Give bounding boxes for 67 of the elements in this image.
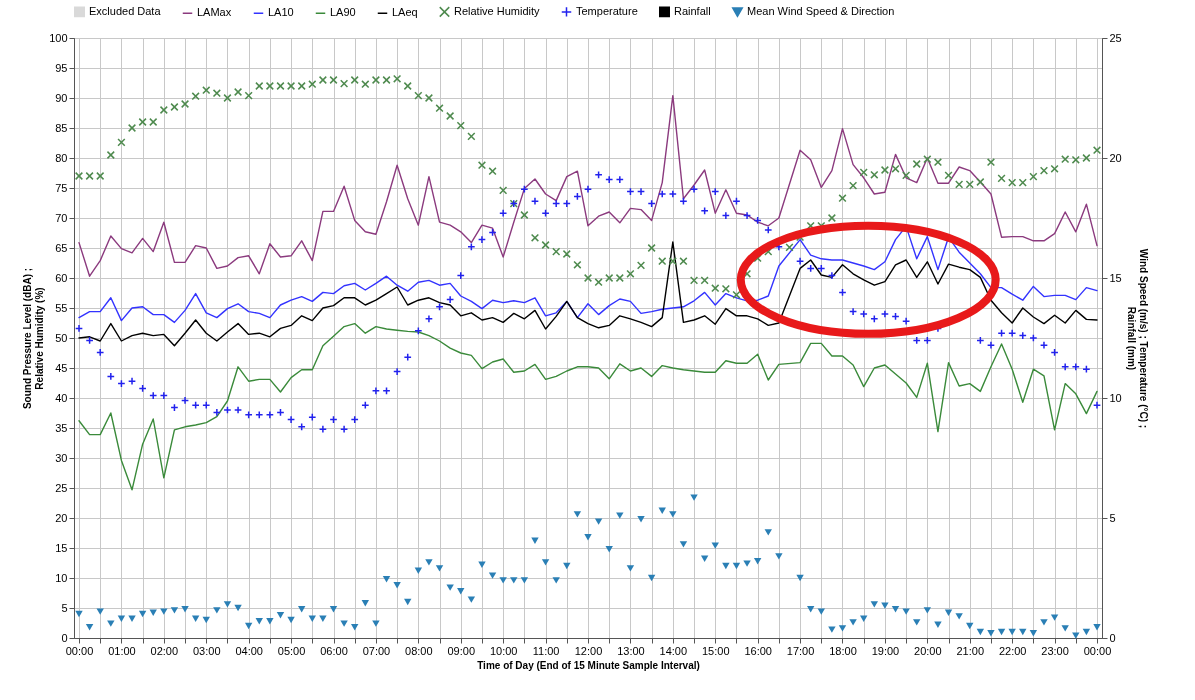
y-tick-label: 85	[55, 121, 68, 134]
y2-tick-label: 5	[1109, 511, 1116, 524]
y-tick-label: 35	[55, 421, 68, 434]
x-tick-label: 03:00	[192, 644, 221, 657]
line-series	[78, 241, 1098, 347]
legend-label: LAMax	[197, 6, 232, 19]
y-tick-label: 0	[61, 631, 68, 644]
line-series	[78, 322, 1098, 491]
y-tick-label: 75	[55, 181, 68, 194]
line-series	[78, 94, 1098, 277]
legend-label: Relative Humidity	[454, 4, 541, 17]
y2-tick-label: 15	[1109, 271, 1122, 284]
y-tick-label: 65	[55, 241, 68, 254]
x-tick-label: 06:00	[320, 644, 348, 657]
x-tick-label: 18:00	[829, 644, 857, 657]
y2-tick-label: 20	[1109, 151, 1122, 164]
legend-label: LAeq	[392, 6, 418, 19]
legend-label: LA10	[268, 6, 294, 19]
y-tick-label: 5	[61, 601, 68, 614]
x-tick-label: 16:00	[744, 644, 772, 657]
x-tick-label: 10:00	[489, 644, 518, 657]
y-tick-label: 25	[55, 481, 68, 494]
x-tick-label: 12:00	[574, 644, 603, 657]
x-tick-label: 23:00	[1041, 644, 1069, 657]
x-tick-label: 22:00	[998, 644, 1027, 657]
y-tick-label: 55	[55, 301, 68, 314]
x-tick-label: 11:00	[532, 644, 560, 657]
y-tick-label: 90	[55, 91, 68, 104]
x-tick-label: 07:00	[362, 644, 391, 657]
y2-tick-label: 25	[1109, 31, 1122, 44]
y-tick-label: 20	[55, 511, 68, 524]
legend-label: Excluded Data	[89, 4, 162, 17]
y2-tick-label: 10	[1109, 391, 1122, 404]
legend-label: Rainfall	[674, 4, 711, 17]
legend-label: Mean Wind Speed & Direction	[747, 5, 895, 18]
y2-axis-title: Wind Speed (m/s) ; Temperature (°C) ; Rainfall (mm)	[1125, 248, 1149, 429]
x-tick-label: 08:00	[405, 644, 433, 657]
x-tick-label: 19:00	[871, 644, 900, 657]
x-tick-label: 04:00	[235, 644, 263, 657]
y2-tick-label: 0	[1109, 631, 1116, 644]
x-tick-label: 15:00	[701, 644, 730, 657]
y-tick-label: 100	[49, 31, 68, 44]
x-tick-label: 21:00	[956, 644, 985, 657]
x-tick-label: 00:00	[1083, 644, 1112, 657]
y-tick-label: 95	[55, 61, 68, 74]
x-tick-label: 20:00	[914, 644, 942, 657]
x-tick-label: 05:00	[277, 644, 306, 657]
y-tick-label: 80	[55, 151, 68, 164]
legend-label: Temperature	[576, 4, 638, 17]
x-tick-label: 14:00	[659, 644, 688, 657]
x-axis-title: Time of Day (End of 15 Minute Sample Interval)	[477, 659, 700, 671]
y-tick-label: 50	[55, 331, 68, 344]
x-tick-label: 09:00	[447, 644, 476, 657]
x-tick-label: 13:00	[617, 644, 645, 657]
x-tick-label: 00:00	[65, 644, 94, 657]
y-tick-label: 45	[55, 361, 68, 374]
y-tick-label: 15	[55, 541, 68, 554]
y-tick-label: 70	[55, 211, 68, 224]
y-tick-label: 10	[55, 571, 68, 584]
y-axis-title: Sound Pressure Level (dBA) ; Relative Humidity (%)	[22, 267, 46, 410]
x-tick-label: 02:00	[150, 644, 179, 657]
y-tick-label: 30	[55, 451, 68, 464]
x-tick-label: 01:00	[108, 644, 136, 657]
y-tick-label: 60	[55, 271, 68, 284]
y-tick-label: 40	[55, 391, 68, 404]
x-tick-label: 17:00	[786, 644, 815, 657]
legend-label: LA90	[330, 6, 356, 19]
